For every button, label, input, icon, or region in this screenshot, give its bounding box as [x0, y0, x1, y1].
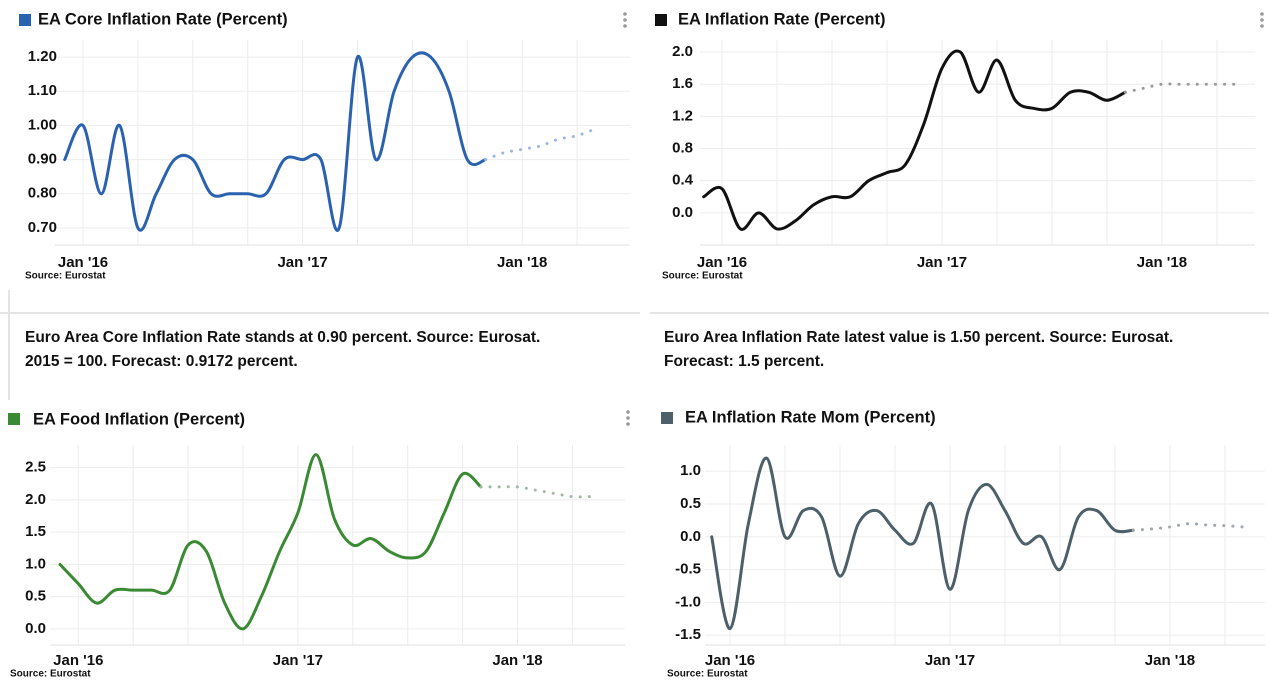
legend-swatch — [661, 412, 673, 424]
menu-icon[interactable] — [626, 410, 630, 426]
data-line — [702, 49, 1127, 231]
y-tick-label: -1.5 — [675, 626, 701, 643]
legend-swatch — [655, 14, 667, 26]
forecast-line — [1131, 522, 1245, 532]
y-tick-label: 0.70 — [28, 219, 57, 236]
forecast-line — [479, 485, 593, 499]
description-box: Euro Area Inflation Rate latest value is… — [664, 329, 1174, 370]
chart-title: EA Inflation Rate (Percent) — [678, 10, 886, 28]
x-tick-label: Jan '16 — [53, 652, 103, 669]
chart-title: EA Food Inflation (Percent) — [33, 410, 245, 428]
y-tick-label: 0.5 — [25, 588, 46, 605]
chart-title: EA Inflation Rate Mom (Percent) — [685, 408, 936, 426]
source: Source: Eurostat — [667, 669, 748, 680]
x-tick-label: Jan '18 — [492, 652, 542, 669]
x-tick-label: Jan '17 — [917, 254, 967, 271]
y-tick-label: 1.6 — [672, 75, 693, 92]
y-tick-label: 1.20 — [28, 48, 57, 65]
x-tick-label: Jan '18 — [1145, 652, 1195, 669]
y-tick-label: 2.5 — [25, 459, 46, 476]
data-line — [710, 456, 1135, 631]
x-tick-label: Jan '17 — [925, 652, 975, 669]
y-tick-label: 1.5 — [25, 523, 46, 540]
legend-swatch — [8, 413, 20, 425]
x-tick-label: Jan '18 — [497, 254, 547, 271]
menu-icon[interactable] — [623, 12, 627, 28]
y-tick-label: -1.0 — [675, 593, 701, 610]
y-tick-label: 1.2 — [672, 107, 693, 124]
legend-swatch — [19, 14, 31, 26]
forecast-line — [1123, 82, 1237, 94]
y-tick-label: -0.5 — [675, 561, 701, 578]
data-line — [58, 453, 483, 631]
y-tick-label: 0.90 — [28, 151, 57, 168]
forecast-line — [484, 127, 597, 162]
data-line — [63, 51, 488, 232]
source: Source: Eurostat — [25, 271, 106, 282]
x-tick-label: Jan '16 — [705, 652, 755, 669]
menu-icon[interactable] — [1260, 12, 1264, 28]
description: Euro Area Core Inflation Rate stands at … — [25, 329, 541, 370]
y-tick-label: 0.0 — [680, 528, 701, 545]
description: Euro Area Inflation Rate latest value is… — [664, 329, 1174, 370]
x-tick-label: Jan '18 — [1137, 254, 1187, 271]
description-box: Euro Area Core Inflation Rate stands at … — [25, 329, 541, 370]
y-tick-label: 2.0 — [25, 491, 46, 508]
y-tick-label: 0.4 — [672, 172, 694, 189]
y-tick-label: 0.80 — [28, 185, 57, 202]
y-tick-label: 2.0 — [672, 43, 693, 60]
source: Source: Eurostat — [10, 669, 91, 680]
chart-title: EA Core Inflation Rate (Percent) — [38, 10, 288, 28]
y-tick-label: 1.0 — [25, 555, 46, 572]
x-tick-label: Jan '16 — [58, 254, 108, 271]
y-tick-label: 1.10 — [28, 82, 57, 99]
x-tick-label: Jan '17 — [273, 652, 323, 669]
source: Source: Eurostat — [662, 271, 743, 282]
y-tick-label: 0.0 — [672, 204, 693, 221]
y-tick-label: 1.0 — [680, 462, 701, 479]
y-tick-label: 1.00 — [28, 116, 57, 133]
y-tick-label: 0.5 — [680, 495, 701, 512]
y-tick-label: 0.8 — [672, 139, 693, 156]
x-tick-label: Jan '16 — [697, 254, 747, 271]
y-tick-label: 0.0 — [25, 620, 46, 637]
x-tick-label: Jan '17 — [277, 254, 327, 271]
